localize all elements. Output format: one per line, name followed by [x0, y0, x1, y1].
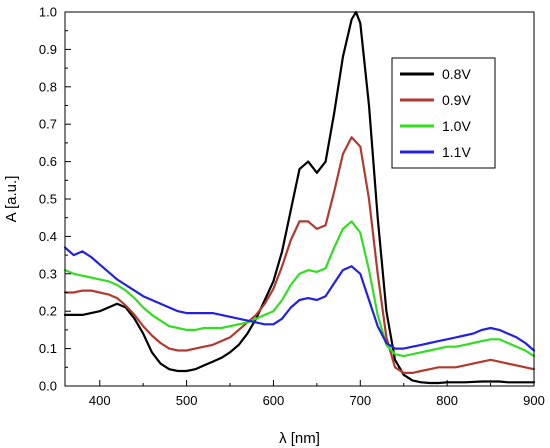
y-tick-label: 0.4	[39, 229, 57, 244]
y-tick-label: 0.5	[39, 192, 57, 207]
y-tick-label: 0.6	[39, 154, 57, 169]
series-line-0.9V	[63, 136, 536, 374]
legend-label: 0.8V	[442, 66, 471, 82]
series-line-0.8V	[63, 10, 536, 385]
series-layer	[63, 10, 536, 385]
ticks-layer: 400 500 600 700 800 900 0.0 0.1 0.2 0.3 0.4 0.5 0.6 0…	[39, 5, 545, 409]
legend-label: 1.0V	[442, 118, 471, 134]
y-tick-label: 0.8	[39, 79, 57, 94]
x-tick-label: 500	[176, 393, 198, 408]
x-tick-label: 400	[89, 393, 111, 408]
legend-label: 0.9V	[442, 92, 471, 108]
y-tick-label: 0.7	[39, 117, 57, 132]
x-tick-label: 900	[523, 393, 545, 408]
y-tick-label: 0.3	[39, 266, 57, 281]
legend-label: 1.1V	[442, 144, 471, 160]
x-tick-label: 800	[436, 393, 458, 408]
x-tick-label: 600	[263, 393, 285, 408]
legend-box	[391, 57, 496, 169]
y-tick-label: 0.9	[39, 42, 57, 57]
y-tick-label: 0.0	[39, 379, 57, 394]
x-axis-label: λ [nm]	[279, 430, 320, 447]
legend: 0.8V 0.9V 1.0V 1.1V	[391, 57, 496, 169]
y-axis-label: A [a.u.]	[3, 176, 20, 223]
y-tick-label: 1.0	[39, 5, 57, 20]
y-tick-label: 0.1	[39, 341, 57, 356]
x-tick-label: 700	[349, 393, 371, 408]
series-line-1.1V	[63, 246, 536, 352]
series-line-1.0V	[63, 220, 536, 358]
y-tick-label: 0.2	[39, 304, 57, 319]
